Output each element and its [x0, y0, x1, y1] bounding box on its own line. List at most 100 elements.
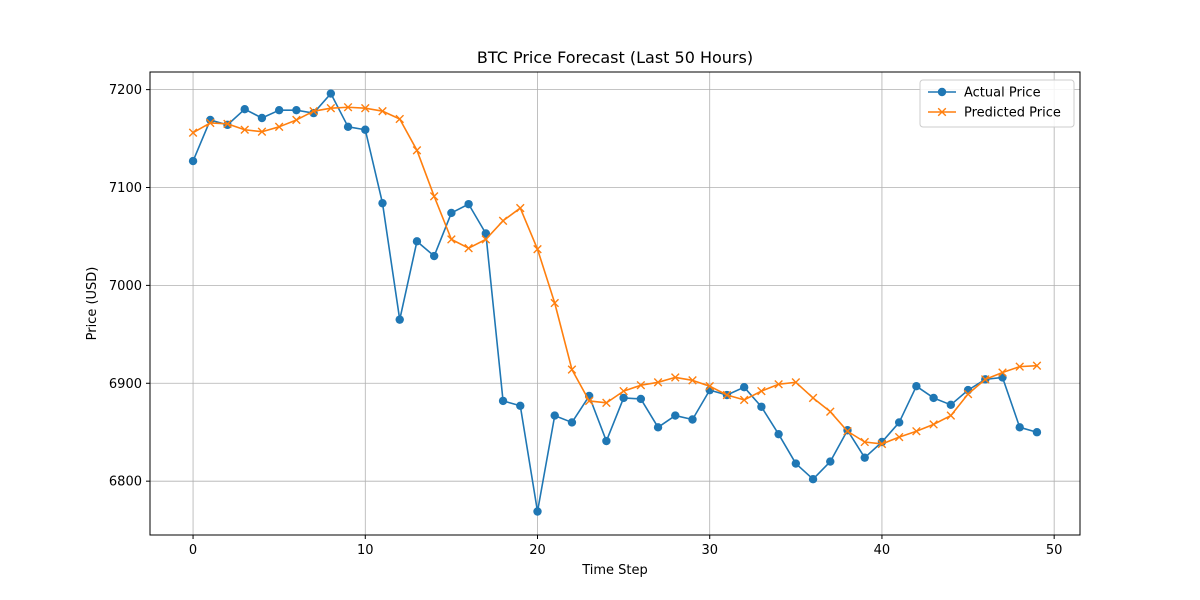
data-point	[429, 251, 439, 261]
data-point	[619, 393, 628, 403]
data-point	[946, 400, 956, 410]
series-line	[192, 92, 1038, 513]
data-point	[447, 208, 456, 218]
data-point	[808, 475, 818, 484]
axis-ticks: 0 10 20 30 40 50 6800 6900 7000 7100 7200	[109, 83, 1063, 558]
data-point	[326, 103, 336, 113]
x-axis-label: Time Step	[581, 563, 648, 578]
data-point	[619, 386, 628, 396]
y-axis-label: Price (USD)	[85, 267, 100, 341]
series-predicted-price	[188, 102, 1042, 449]
data-point	[739, 382, 749, 392]
data-point	[877, 439, 887, 449]
data-point	[257, 113, 267, 123]
data-point	[378, 198, 387, 208]
data-point	[1032, 361, 1042, 370]
data-point	[808, 393, 818, 403]
x-tick-label: 50	[1046, 543, 1063, 558]
data-point	[481, 229, 491, 238]
data-point	[912, 382, 921, 391]
data-point	[481, 235, 491, 244]
data-point	[429, 192, 439, 201]
data-point	[188, 128, 198, 137]
data-point	[274, 122, 284, 132]
data-point	[550, 298, 560, 308]
data-point	[498, 216, 508, 226]
data-point	[240, 104, 249, 114]
data-point	[912, 426, 921, 436]
legend-entry: Predicted Price	[928, 106, 1061, 121]
data-point	[533, 244, 542, 254]
data-point	[688, 415, 697, 424]
data-point	[567, 418, 577, 427]
plot-frame	[149, 71, 1081, 536]
data-point	[963, 389, 973, 399]
data-point	[860, 453, 869, 462]
y-tick-label: 7100	[109, 181, 142, 196]
data-point	[929, 393, 938, 403]
data-point	[188, 156, 198, 166]
data-point	[774, 429, 783, 439]
legend: Actual Price Predicted Price	[919, 79, 1075, 128]
data-point	[395, 114, 405, 124]
data-point	[274, 105, 284, 115]
x-tick-label: 30	[701, 543, 718, 558]
data-point	[584, 396, 594, 406]
data-point	[722, 390, 732, 400]
x-tick-label: 10	[357, 543, 374, 558]
data-point	[946, 411, 956, 420]
data-point	[843, 426, 852, 436]
data-point	[550, 411, 559, 420]
data-point	[326, 89, 336, 98]
data-point	[757, 402, 766, 411]
data-point	[705, 381, 715, 391]
x-tick-label: 0	[189, 543, 197, 558]
data-point	[498, 396, 508, 406]
data-point	[653, 423, 663, 432]
data-point	[636, 380, 646, 390]
y-tick-label: 7200	[109, 83, 142, 98]
data-point	[998, 368, 1007, 377]
data-point	[980, 375, 990, 384]
data-point	[774, 379, 783, 389]
data-point	[361, 125, 370, 134]
legend-label: Actual Price	[964, 86, 1041, 101]
data-point	[223, 119, 232, 129]
legend-label: Predicted Price	[964, 106, 1061, 121]
data-point	[602, 398, 611, 408]
data-point	[464, 243, 473, 253]
data-point	[1032, 428, 1042, 437]
legend-entry: Actual Price	[928, 86, 1041, 101]
data-point	[602, 436, 611, 446]
data-point	[670, 373, 680, 382]
data-point	[257, 127, 267, 137]
data-point	[309, 106, 318, 116]
data-point	[412, 237, 422, 246]
series-actual-price	[188, 89, 1042, 516]
data-point	[894, 418, 904, 427]
series-layer	[188, 89, 1042, 516]
data-point	[395, 315, 404, 324]
data-point	[464, 199, 473, 209]
y-tick-label: 7000	[109, 279, 142, 294]
legend-marker	[937, 87, 947, 97]
data-point	[757, 386, 766, 396]
x-tick-label: 40	[874, 543, 891, 558]
data-point	[378, 106, 387, 116]
data-point	[1015, 362, 1025, 371]
data-point	[567, 365, 577, 374]
data-point	[636, 394, 646, 404]
data-point	[240, 125, 250, 135]
y-tick-label: 6800	[109, 475, 142, 490]
data-point	[360, 103, 370, 113]
legend-marker	[937, 107, 947, 117]
data-point	[206, 115, 215, 125]
y-tick-label: 6900	[109, 377, 142, 392]
data-point	[739, 395, 749, 405]
data-point	[791, 378, 801, 387]
data-point	[671, 411, 680, 420]
data-point	[688, 376, 697, 385]
data-point	[343, 122, 353, 132]
